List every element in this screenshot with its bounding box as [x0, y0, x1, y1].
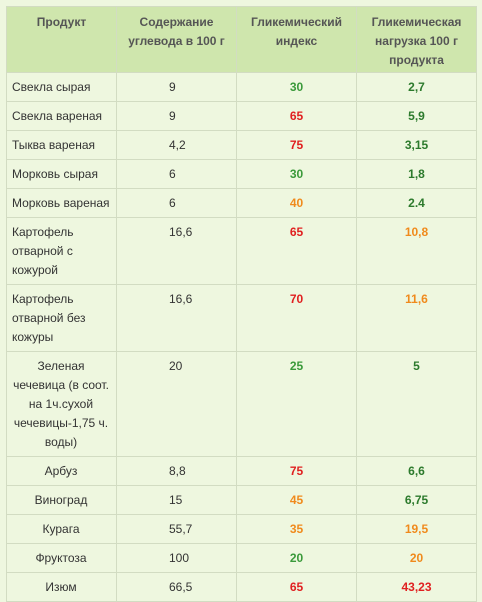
cell-product: Картофель отварной с кожурой [6, 217, 117, 285]
cell-carbs: 6 [116, 159, 237, 189]
table-row: Свекла сырая 9 30 2,7 [6, 72, 477, 102]
cell-gl: 2.4 [356, 188, 477, 218]
cell-gi: 65 [236, 101, 357, 131]
cell-product: Морковь вареная [6, 188, 117, 218]
cell-gl: 5,9 [356, 101, 477, 131]
table-row: Курага 55,7 35 19,5 [6, 514, 477, 544]
cell-gi: 75 [236, 456, 357, 486]
table-row: Виноград 15 45 6,75 [6, 485, 477, 515]
cell-product: Свекла вареная [6, 101, 117, 131]
cell-gl: 6,75 [356, 485, 477, 515]
header-gl: Гликемическая нагрузка 100 г продукта [356, 6, 477, 73]
table-header-row: Продукт Содержание углевода в 100 г Глик… [6, 6, 477, 73]
cell-gi: 75 [236, 130, 357, 160]
cell-product: Картофель отварной без кожуры [6, 284, 117, 352]
cell-gi: 65 [236, 217, 357, 285]
cell-product: Морковь сырая [6, 159, 117, 189]
cell-gi: 45 [236, 485, 357, 515]
cell-carbs: 8,8 [116, 456, 237, 486]
cell-gi: 30 [236, 159, 357, 189]
cell-product: Курага [6, 514, 117, 544]
table-row: Арбуз 8,8 75 6,6 [6, 456, 477, 486]
table-row: Тыква вареная 4,2 75 3,15 [6, 130, 477, 160]
table-row: Картофель отварной с кожурой 16,6 65 10,8 [6, 217, 477, 285]
table-row: Морковь вареная 6 40 2.4 [6, 188, 477, 218]
cell-product: Виноград [6, 485, 117, 515]
cell-carbs: 9 [116, 101, 237, 131]
cell-carbs: 16,6 [116, 284, 237, 352]
header-gi: Гликемический индекс [236, 6, 357, 73]
cell-gi: 40 [236, 188, 357, 218]
table-row: Морковь сырая 6 30 1,8 [6, 159, 477, 189]
cell-carbs: 9 [116, 72, 237, 102]
table-row: Свекла вареная 9 65 5,9 [6, 101, 477, 131]
cell-carbs: 66,5 [116, 572, 237, 602]
table-row: Картофель отварной без кожуры 16,6 70 11,6 [6, 284, 477, 352]
cell-gl: 2,7 [356, 72, 477, 102]
cell-gl: 19,5 [356, 514, 477, 544]
cell-gl: 43,23 [356, 572, 477, 602]
cell-gi: 30 [236, 72, 357, 102]
cell-gi: 20 [236, 543, 357, 573]
cell-gl: 6,6 [356, 456, 477, 486]
cell-product: Зеленая чечевица (в соот. на 1ч.сухой че… [6, 351, 117, 457]
cell-carbs: 20 [116, 351, 237, 457]
header-product: Продукт [6, 6, 117, 73]
cell-carbs: 15 [116, 485, 237, 515]
cell-gl: 3,15 [356, 130, 477, 160]
cell-carbs: 55,7 [116, 514, 237, 544]
cell-gl: 11,6 [356, 284, 477, 352]
cell-gi: 70 [236, 284, 357, 352]
table-body: Свекла сырая 9 30 2,7 Свекла вареная 9 65 5,9 Ты… [6, 72, 477, 602]
cell-gi: 25 [236, 351, 357, 457]
cell-gi: 35 [236, 514, 357, 544]
cell-product: Изюм [6, 572, 117, 602]
cell-product: Свекла сырая [6, 72, 117, 102]
cell-gl: 1,8 [356, 159, 477, 189]
header-carbs: Содержание углевода в 100 г [116, 6, 237, 73]
cell-carbs: 4,2 [116, 130, 237, 160]
cell-product: Тыква вареная [6, 130, 117, 160]
table-row: Фруктоза 100 20 20 [6, 543, 477, 573]
table-row: Изюм 66,5 65 43,23 [6, 572, 477, 602]
cell-carbs: 6 [116, 188, 237, 218]
cell-gl: 10,8 [356, 217, 477, 285]
cell-product: Фруктоза [6, 543, 117, 573]
cell-product: Арбуз [6, 456, 117, 486]
cell-gl: 20 [356, 543, 477, 573]
cell-gl: 5 [356, 351, 477, 457]
cell-gi: 65 [236, 572, 357, 602]
cell-carbs: 100 [116, 543, 237, 573]
glycemic-table-container: Продукт Содержание углевода в 100 г Глик… [6, 6, 477, 602]
cell-carbs: 16,6 [116, 217, 237, 285]
table-row: Зеленая чечевица (в соот. на 1ч.сухой че… [6, 351, 477, 457]
glycemic-table: Продукт Содержание углевода в 100 г Глик… [6, 6, 477, 602]
